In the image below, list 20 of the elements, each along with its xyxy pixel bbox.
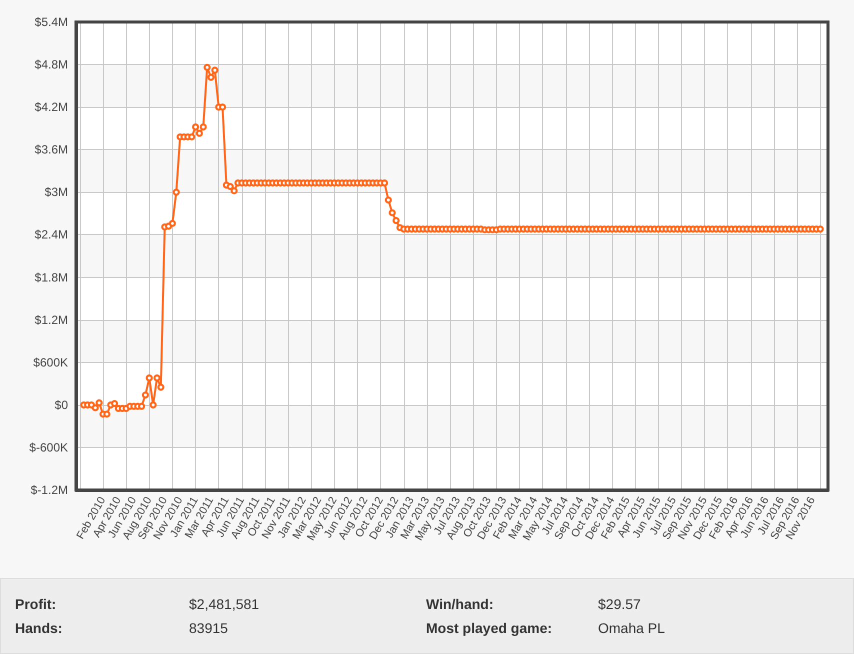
y-tick-label: $0	[54, 398, 68, 412]
text: Omaha PL	[598, 620, 665, 636]
y-tick-label: $2.4M	[34, 228, 68, 242]
text: Profit:	[15, 596, 56, 612]
text: $29.57	[598, 596, 641, 612]
text: Most played game:	[426, 620, 552, 636]
y-tick-label: $3M	[44, 185, 68, 200]
y-tick-label: $-600K	[29, 440, 68, 454]
y-tick-label: $1.8M	[34, 270, 68, 284]
text: 83915	[189, 620, 228, 636]
text: Win/hand:	[426, 596, 494, 612]
y-tick-label: $4.2M	[34, 100, 68, 114]
text: $2,481,581	[189, 596, 260, 612]
y-tick-label: $3.6M	[34, 142, 68, 157]
y-tick-label: $1.2M	[34, 312, 68, 327]
y-tick-label: $600K	[33, 355, 68, 370]
text: Hands:	[15, 620, 62, 636]
y-tick-label: $-1.2M	[30, 483, 68, 497]
y-tick-label: $5.4M	[34, 15, 68, 29]
y-tick-label: $4.8M	[34, 58, 68, 72]
